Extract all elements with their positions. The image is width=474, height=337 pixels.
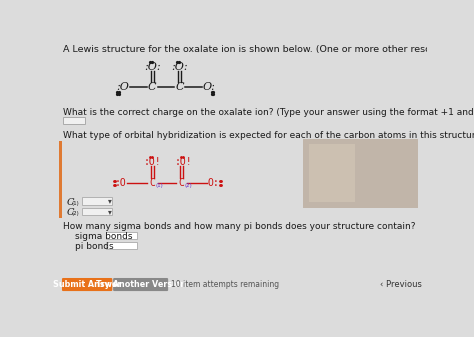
Text: :O: :O xyxy=(115,178,127,188)
Text: Try Another Version: Try Another Version xyxy=(96,280,186,289)
Text: (2): (2) xyxy=(72,211,80,216)
Text: pi bonds: pi bonds xyxy=(75,242,113,251)
Text: C: C xyxy=(175,82,183,92)
Text: C: C xyxy=(149,178,155,188)
Text: :O!: :O! xyxy=(174,157,192,167)
Text: What type of orbital hybridization is expected for each of the carbon atoms in t: What type of orbital hybridization is ex… xyxy=(63,131,474,140)
FancyBboxPatch shape xyxy=(63,117,85,124)
Text: C: C xyxy=(179,178,185,188)
FancyBboxPatch shape xyxy=(106,242,137,249)
Text: C: C xyxy=(67,197,74,207)
Text: How many sigma bonds and how many pi bonds does your structure contain?: How many sigma bonds and how many pi bon… xyxy=(63,222,416,231)
Text: Submit Answer: Submit Answer xyxy=(53,280,121,289)
Text: :O:: :O: xyxy=(171,62,188,72)
FancyBboxPatch shape xyxy=(303,139,418,208)
FancyBboxPatch shape xyxy=(59,141,63,218)
Text: :O!: :O! xyxy=(144,157,161,167)
FancyBboxPatch shape xyxy=(62,278,112,291)
FancyBboxPatch shape xyxy=(106,232,137,239)
FancyBboxPatch shape xyxy=(309,144,356,202)
Text: 10 item attempts remaining: 10 item attempts remaining xyxy=(171,280,279,289)
Text: O:: O: xyxy=(208,178,219,188)
Text: ▾: ▾ xyxy=(108,196,111,206)
FancyBboxPatch shape xyxy=(113,278,168,291)
Text: ‹ Previous: ‹ Previous xyxy=(380,280,422,289)
FancyBboxPatch shape xyxy=(82,208,112,215)
Text: sigma bonds: sigma bonds xyxy=(75,232,132,241)
Text: A Lewis structure for the oxalate ion is shown below. (One or more other resonan: A Lewis structure for the oxalate ion is… xyxy=(63,45,474,54)
Text: :O: :O xyxy=(116,82,129,92)
Text: C: C xyxy=(148,82,156,92)
Text: What is the correct charge on the oxalate ion? (Type your answer using the forma: What is the correct charge on the oxalat… xyxy=(63,108,474,117)
Text: ▾: ▾ xyxy=(108,207,111,216)
Text: (2): (2) xyxy=(185,183,192,188)
FancyBboxPatch shape xyxy=(82,197,112,205)
Text: O:: O: xyxy=(202,82,215,92)
Text: :O:: :O: xyxy=(144,62,161,72)
Text: (1): (1) xyxy=(155,183,163,188)
Text: (1): (1) xyxy=(72,201,80,206)
Text: C: C xyxy=(67,208,74,217)
